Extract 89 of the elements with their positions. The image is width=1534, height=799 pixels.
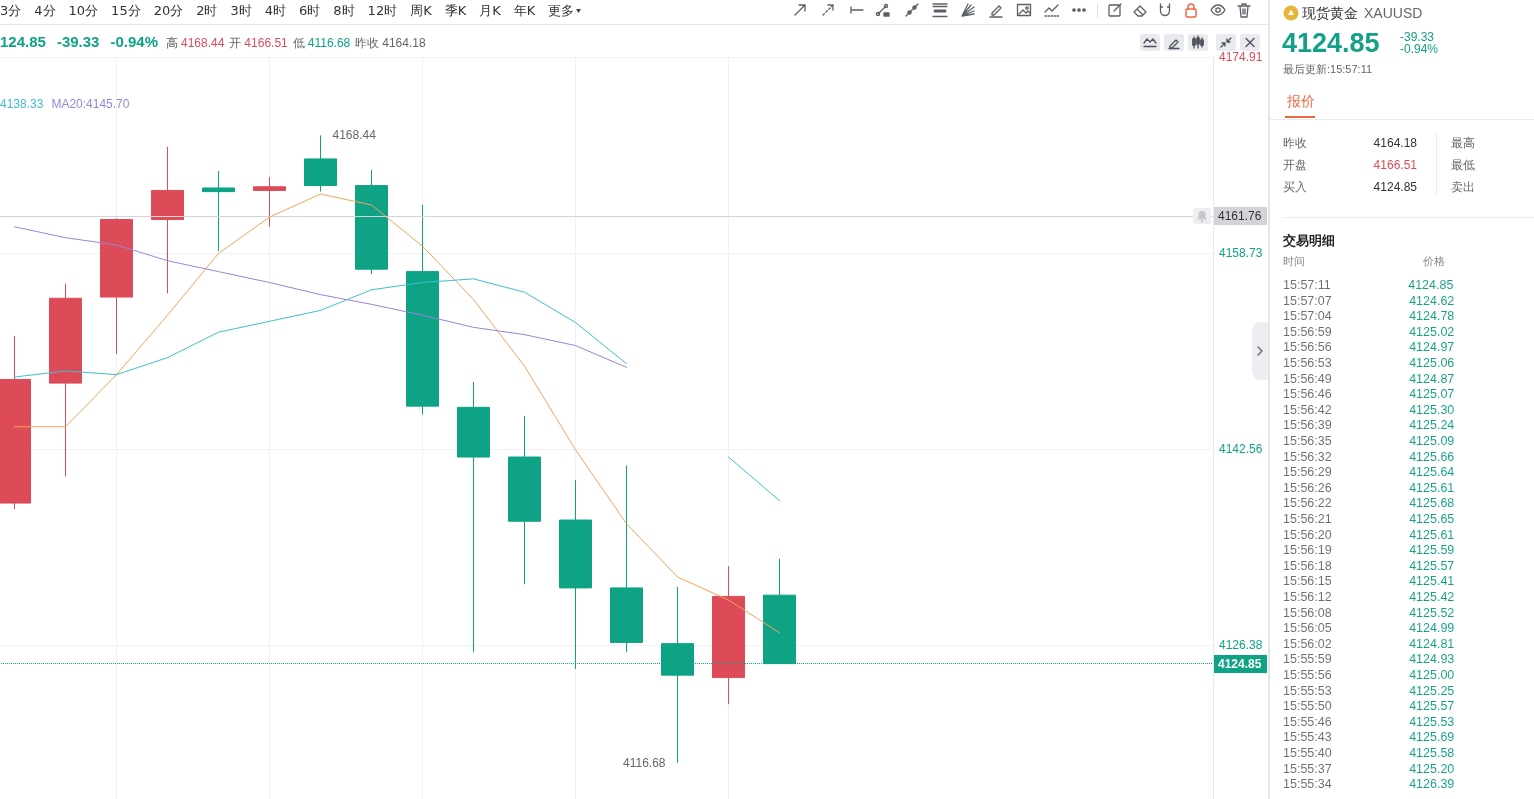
- text: 15:56:53 4125.06: [1283, 355, 1455, 371]
- y-tick-label: 4126.38: [1219, 638, 1263, 653]
- text: 4168.44: [180, 35, 225, 51]
- text: 15:56:39 4125.24: [1283, 417, 1455, 433]
- price-tag: 4124.85: [1214, 655, 1267, 673]
- text: 20分: [153, 3, 184, 19]
- text: 15:55:53 4125.25: [1283, 683, 1455, 699]
- text: 15:55:46 4125.53: [1283, 714, 1455, 730]
- text: 15:56:20 4125.61: [1283, 527, 1455, 543]
- text: 3分: [0, 3, 22, 19]
- text: 15:57:07 4124.62: [1283, 293, 1455, 309]
- text: 年K: [513, 3, 536, 19]
- text: 4166.51: [1373, 157, 1417, 173]
- text: 15:56:29 4125.64: [1283, 464, 1455, 480]
- text: 15:55:43 4125.69: [1283, 729, 1455, 745]
- text: 15:55:40 4125.58: [1283, 745, 1455, 761]
- text: 交易明细: [1283, 233, 1335, 249]
- text: 开: [229, 35, 242, 51]
- text: 时间: [1283, 255, 1305, 269]
- y-tick-label: 4158.73: [1219, 246, 1263, 261]
- text: 15:56:15 4125.41: [1283, 573, 1455, 589]
- text: 15:57:04 4124.78: [1283, 308, 1455, 324]
- text: 价格: [1423, 255, 1445, 269]
- annotation: 4168.44: [332, 128, 377, 143]
- text: 昨收: [355, 35, 380, 51]
- text: 15:55:34 4126.39: [1283, 776, 1455, 792]
- text: 15:56:32 4125.66: [1283, 449, 1455, 465]
- text: 2时: [196, 3, 218, 19]
- text: 报价: [1287, 92, 1315, 110]
- text: 最高: [1451, 135, 1475, 151]
- text: 月K: [479, 3, 501, 19]
- annotation: 4138.33: [0, 97, 44, 111]
- text: 15:56:18 4125.57: [1283, 558, 1455, 574]
- text: 季K: [444, 3, 467, 19]
- text: 15:56:49 4124.87: [1283, 371, 1455, 387]
- text: 15:55:59 4124.93: [1283, 651, 1455, 667]
- text: 4分: [34, 3, 56, 19]
- text: 4164.18: [382, 35, 426, 51]
- text: 15:56:05 4124.99: [1283, 620, 1455, 636]
- text: 4124.85: [1282, 26, 1380, 60]
- text: 周K: [410, 3, 432, 19]
- text: 124.85: [0, 33, 46, 50]
- text: 15:56:21 4125.65: [1283, 511, 1455, 527]
- text: 15:55:56 4125.00: [1283, 667, 1455, 683]
- text: 15:57:11 4124.85: [1283, 277, 1454, 293]
- text: 低: [292, 35, 305, 51]
- text: 高: [165, 35, 178, 51]
- text: 卖出: [1451, 179, 1475, 195]
- text: 现货黄金: [1302, 4, 1358, 22]
- text: 15:56:12 4125.42: [1283, 589, 1455, 605]
- text: 4166.51: [244, 35, 288, 51]
- text: 15:55:50 4125.57: [1283, 698, 1455, 714]
- text: 15:56:02 4124.81: [1283, 636, 1455, 652]
- text: 15:56:56 4124.97: [1283, 339, 1455, 355]
- text: 4116.68: [307, 35, 351, 51]
- text: 15:56:26 4125.61: [1283, 480, 1455, 496]
- text: 15:55:37 4125.20: [1283, 761, 1455, 777]
- text: 6时: [299, 3, 321, 19]
- text: XAUUSD: [1364, 4, 1423, 22]
- text: 8时: [333, 3, 355, 19]
- text: 4124.85: [1373, 179, 1417, 195]
- text: 15:56:22 4125.68: [1283, 495, 1455, 511]
- annotation: 4116.68: [623, 755, 666, 770]
- y-tick-label: 4174.91: [1219, 50, 1263, 64]
- text: 15:56:19 4125.59: [1283, 542, 1455, 558]
- text: 最后更新:15:57:11: [1283, 63, 1373, 77]
- text: 10分: [68, 3, 99, 19]
- y-tick-label: 4142.56: [1219, 442, 1263, 457]
- text: -0.94%: [1400, 41, 1439, 57]
- text: -0.94%: [110, 33, 158, 50]
- text: 12时: [367, 3, 398, 19]
- text: -39.33: [56, 33, 100, 50]
- annotation: MA20:4145.70: [51, 97, 130, 111]
- text: 15:56:08 4125.52: [1283, 605, 1455, 621]
- text: 昨收: [1283, 135, 1307, 151]
- text: -39.33: [1400, 29, 1435, 44]
- text: 15:56:46 4125.07: [1283, 386, 1455, 402]
- text: 开盘: [1283, 157, 1307, 173]
- text: 4164.18: [1373, 135, 1417, 151]
- text: 更多: [548, 3, 575, 19]
- text: 15:56:35 4125.09: [1283, 433, 1455, 449]
- text: 4时: [264, 3, 287, 19]
- price-tag: 4161.76: [1214, 207, 1267, 225]
- text: 15分: [111, 3, 141, 19]
- text: 15:56:59 4125.02: [1283, 324, 1455, 340]
- text: 3时: [230, 3, 252, 19]
- text: 15:56:42 4125.30: [1283, 402, 1455, 418]
- text: 最低: [1451, 157, 1475, 173]
- text: 买入: [1283, 179, 1307, 195]
